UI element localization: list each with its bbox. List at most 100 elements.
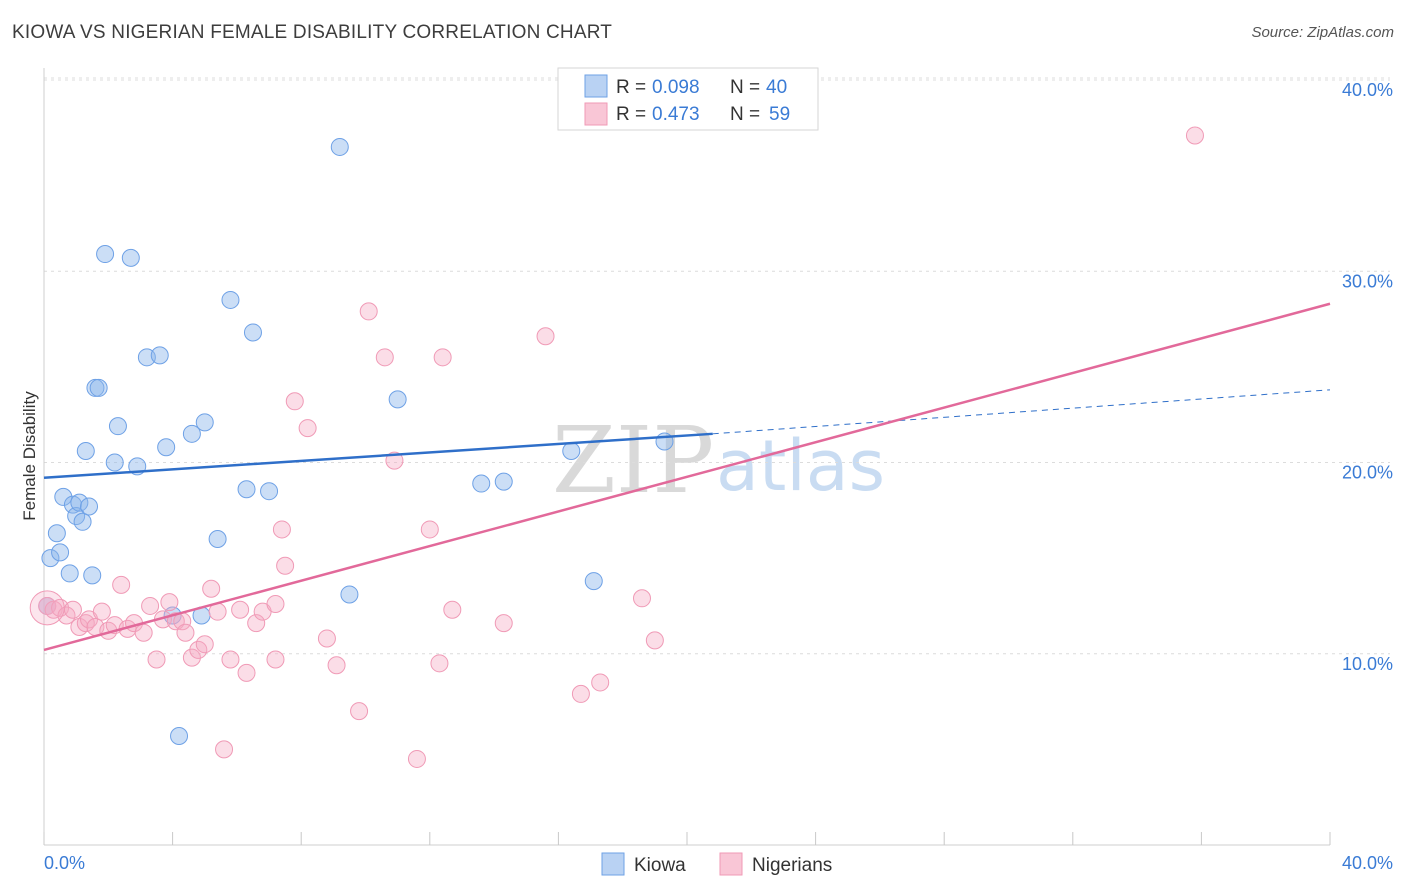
correlation-legend: R = 0.098 N = 40 R = 0.473 N = 59 xyxy=(557,67,819,131)
nigerians-point-22 xyxy=(176,623,195,642)
nigerians-point-31 xyxy=(237,663,256,682)
nigerians-point-55 xyxy=(632,589,651,608)
source-credit: Source: ZipAtlas.com xyxy=(1251,24,1394,41)
kiowa-point-31 xyxy=(243,323,262,342)
y-tick-labels: 10.0% 20.0% 30.0% 40.0% xyxy=(1342,80,1393,674)
nigerians-point-26 xyxy=(202,579,221,598)
nigerians-point-19 xyxy=(160,593,179,612)
nigerians-points xyxy=(29,126,1204,768)
kiowa-point-27 xyxy=(195,413,214,432)
kiowa-point-28 xyxy=(208,530,227,548)
watermark-zip: ZIP xyxy=(552,407,714,514)
legend-r-label-nigerians: R = xyxy=(616,104,646,125)
nigerians-point-23 xyxy=(182,648,201,667)
bottom-legend-swatch-nigerians xyxy=(719,852,743,876)
bottom-legend-label-nigerians: Nigerians xyxy=(752,855,832,876)
nigerians-point-45 xyxy=(385,451,404,470)
kiowa-point-4 xyxy=(54,487,73,506)
nigerians-point-42 xyxy=(350,702,369,721)
nigerians-point-16 xyxy=(141,596,160,615)
nigerians-point-9 xyxy=(92,602,111,621)
kiowa-point-16 xyxy=(105,453,124,472)
legend-r-value-kiowa: 0.098 xyxy=(652,77,700,98)
legend-r-value-nigerians: 0.473 xyxy=(652,104,700,125)
nigerians-point-cluster xyxy=(29,590,65,626)
x-ticks xyxy=(43,832,1331,845)
nigerians-point-39 xyxy=(298,419,317,438)
bottom-legend-swatch-kiowa xyxy=(601,852,625,876)
nigerians-point-15 xyxy=(134,623,153,642)
chart-title: KIOWA VS NIGERIAN FEMALE DISABILITY CORR… xyxy=(12,22,613,43)
kiowa-point-39 xyxy=(584,572,603,591)
nigerians-point-28 xyxy=(215,740,234,759)
y-tick-label-10: 10.0% xyxy=(1342,654,1393,674)
nigerians-point-35 xyxy=(266,595,285,614)
kiowa-point-12 xyxy=(83,566,102,585)
nigerians-point-48 xyxy=(430,654,449,673)
nigerians-point-52 xyxy=(536,327,555,346)
kiowa-trend-line xyxy=(43,432,713,480)
y-tick-label-20: 20.0% xyxy=(1342,463,1393,483)
nigerians-point-49 xyxy=(433,348,452,367)
y-axis-label: Female Disability xyxy=(20,391,39,521)
nigerians-point-25 xyxy=(195,635,214,654)
kiowa-point-11 xyxy=(80,497,99,516)
trend-lines xyxy=(43,302,1331,652)
legend-swatch-nigerians xyxy=(584,102,608,126)
nigerians-point-12 xyxy=(112,575,131,594)
kiowa-point-29 xyxy=(221,290,240,309)
kiowa-point-35 xyxy=(388,390,407,409)
legend-n-value-kiowa: 40 xyxy=(766,77,787,98)
series-legend: Kiowa Nigerians xyxy=(601,852,832,876)
legend-r-label-kiowa: R = xyxy=(616,77,646,98)
nigerians-trend-line xyxy=(43,302,1331,652)
kiowa-point-21 xyxy=(150,346,169,365)
kiowa-point-34 xyxy=(340,585,359,604)
legend-n-value-nigerians: 59 xyxy=(769,104,790,125)
kiowa-point-14 xyxy=(89,378,108,397)
nigerians-point-20 xyxy=(166,612,185,631)
nigerians-point-37 xyxy=(276,556,295,575)
x-tick-label-min: 0.0% xyxy=(44,853,85,873)
nigerians-point-43 xyxy=(359,302,378,321)
nigerians-point-32 xyxy=(247,614,266,633)
kiowa-point-33 xyxy=(330,137,349,156)
gridlines xyxy=(44,77,1390,655)
nigerians-point-36 xyxy=(272,520,291,539)
kiowa-trend-extension xyxy=(712,389,1331,435)
nigerians-point-56 xyxy=(645,631,664,650)
nigerians-point-38 xyxy=(285,392,304,411)
legend-n-label-nigerians: N = xyxy=(730,104,760,125)
y-tick-label-30: 30.0% xyxy=(1342,271,1393,291)
nigerians-point-50 xyxy=(443,600,462,619)
kiowa-point-25 xyxy=(182,424,201,443)
watermark-atlas: atlas xyxy=(716,425,885,507)
bottom-legend-label-kiowa: Kiowa xyxy=(634,855,686,876)
kiowa-point-22 xyxy=(157,438,176,457)
nigerians-point-46 xyxy=(407,749,426,768)
nigerians-point-29 xyxy=(221,650,240,669)
nigerians-point-57 xyxy=(1185,126,1204,145)
nigerians-point-41 xyxy=(327,656,346,675)
legend-swatch-kiowa xyxy=(584,74,608,98)
kiowa-point-9 xyxy=(73,512,92,531)
nigerians-point-44 xyxy=(375,348,394,367)
legend-n-label-kiowa: N = xyxy=(730,77,760,98)
kiowa-point-36 xyxy=(472,474,491,493)
kiowa-point-38 xyxy=(562,442,581,461)
nigerians-point-34 xyxy=(266,650,285,669)
y-tick-label-40: 40.0% xyxy=(1342,80,1393,100)
kiowa-point-24 xyxy=(170,726,189,745)
kiowa-point-6 xyxy=(63,495,82,514)
nigerians-point-53 xyxy=(571,684,590,703)
kiowa-point-32 xyxy=(260,482,279,501)
nigerians-point-30 xyxy=(231,600,250,619)
nigerians-point-4 xyxy=(63,600,82,619)
kiowa-point-17 xyxy=(108,417,127,436)
kiowa-point-1 xyxy=(41,549,60,568)
kiowa-point-3 xyxy=(51,543,70,562)
kiowa-point-18 xyxy=(121,248,140,267)
x-tick-label-max: 40.0% xyxy=(1342,853,1393,873)
nigerians-point-54 xyxy=(591,673,610,692)
